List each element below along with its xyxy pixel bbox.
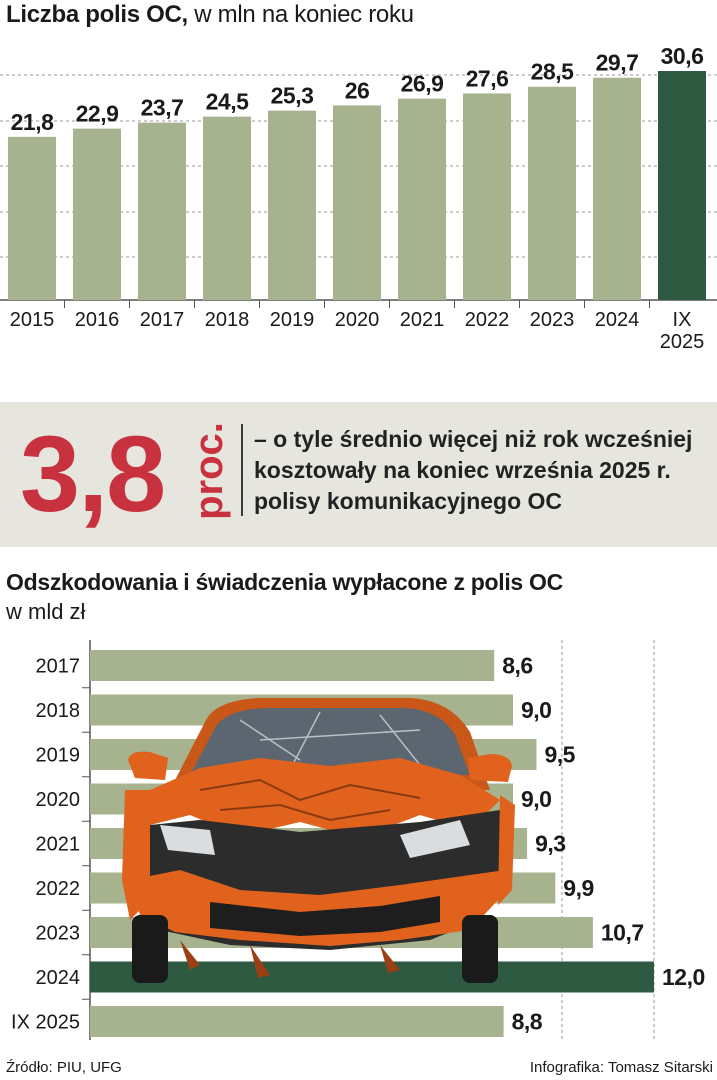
x-tick-label: 2024 [595,309,640,331]
bar [73,128,121,300]
front-grille [210,896,440,936]
bar-value-label: 25,3 [271,83,314,109]
bar [463,93,511,300]
bar-value-label: 30,6 [661,43,704,69]
x-tick-label: 2021 [400,309,445,331]
left-headlight [160,825,215,855]
right-wheel [462,915,498,983]
bar [658,71,706,300]
callout-box: 3,8 proc. – o tyle średnio więcej niż ro… [0,402,717,547]
bar-value-label: 26 [345,77,370,103]
bar-value-label: 12,0 [662,964,705,990]
windshield-cracks [239,711,421,771]
bar-value-label: 24,5 [206,89,249,115]
policies-bar-chart: 21,8 2015 22,9 2016 23,7 2017 24,5 2018 25,3 2019… [0,43,717,353]
x-tick-label: 2015 [10,309,55,331]
y-tick-label: IX 2025 [11,1012,80,1034]
bar-value-label: 27,6 [466,65,509,91]
bar-value-label: 9,5 [545,742,576,768]
x-tick-label: 2019 [270,309,315,331]
callout-unit: proc. [187,422,231,520]
bar-value-label: 23,7 [141,95,184,121]
bar-value-label: 8,8 [512,1009,543,1035]
bottom-chart-subtitle: w mld zł [6,599,86,624]
bar-value-label: 9,9 [563,875,593,901]
bar-value-label: 29,7 [596,50,639,76]
x-tick-label: 2023 [530,309,575,331]
bar [268,110,316,301]
x-tick-label: 2020 [335,309,380,331]
bottom-chart-title: Odszkodowania i świadczenia wypłacone z … [6,569,563,595]
left-fender [122,790,150,920]
wrecked-car-illustration [122,698,515,983]
bar-value-label: 9,0 [521,786,551,812]
claims-bar-chart: 8,6 2017 9,0 2018 9,5 2019 9,0 2020 9,3 2021 9,9 20… [11,640,705,1040]
callout-number: 3,8 [20,413,166,534]
bar-value-label: 8,6 [502,653,532,679]
bar [398,98,446,300]
y-tick-label: 2020 [36,789,81,811]
bar [333,105,381,300]
x-tick-label: 2017 [140,309,185,331]
bar-value-label: 22,9 [76,101,119,127]
bar-value-label: 10,7 [601,920,644,946]
y-tick-label: 2019 [36,745,81,767]
x-tick-label: 2022 [465,309,510,331]
left-mirror [128,751,168,780]
x-tick-label: 2016 [75,309,120,331]
hood-creases [199,778,421,822]
bar [90,961,654,993]
y-tick-label: 2024 [36,967,81,989]
x-tick-label: 2025 [660,331,705,353]
credit-note: Infografika: Tomasz Sitarski [529,1059,713,1076]
y-tick-label: 2022 [36,878,81,900]
source-note: Źródło: PIU, UFG [6,1059,122,1076]
callout-text: – o tyle średnio więcej niż rok wcześnie… [254,426,693,514]
y-tick-label: 2017 [36,656,81,678]
bar-value-label: 26,9 [401,71,444,97]
bar [203,116,251,300]
crumpled-hood [150,758,500,838]
bar [8,136,56,300]
x-tick-label: 2018 [205,309,250,331]
bar-value-label: 21,8 [11,109,54,135]
y-tick-label: 2018 [36,700,81,722]
bar [528,86,576,300]
right-fender [498,795,515,905]
bar [90,650,495,681]
left-wheel [132,915,168,983]
y-tick-label: 2021 [36,834,81,856]
right-mirror [468,754,512,782]
y-tick-label: 2023 [36,923,81,945]
bar-value-label: 9,0 [521,697,551,723]
bar [138,122,186,300]
bar-value-label: 28,5 [531,59,574,85]
bar [593,77,641,300]
callout-divider [241,424,243,516]
bar-value-label: 9,3 [535,831,565,857]
top-chart-title: Liczba polis OC, w mln na koniec roku [6,1,414,28]
right-headlight [400,820,470,858]
bar [90,1006,504,1037]
x-tick-label: IX [673,309,692,331]
